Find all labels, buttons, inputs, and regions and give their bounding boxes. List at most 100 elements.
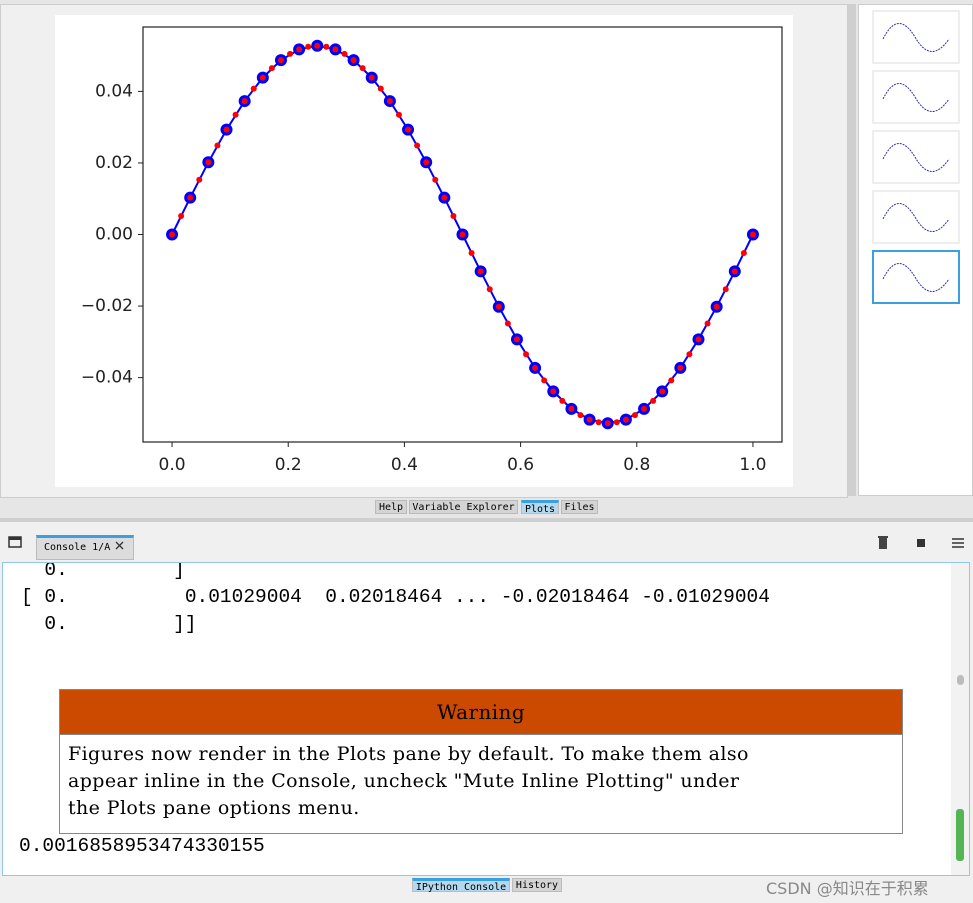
- point: [223, 126, 230, 133]
- point: [495, 303, 502, 310]
- scrollbar[interactable]: [951, 563, 969, 875]
- output-line: 0. ]: [21, 562, 185, 581]
- point: [232, 111, 239, 118]
- output-lines: 0. ] [ 0. 0.01029004 0.02018464 ... -0.02…: [21, 562, 770, 638]
- point: [622, 416, 629, 423]
- point: [586, 416, 593, 423]
- point: [169, 231, 176, 238]
- close-icon[interactable]: [115, 541, 124, 550]
- point: [350, 57, 357, 64]
- point: [187, 194, 194, 201]
- splitter: [848, 4, 856, 496]
- point: [405, 126, 412, 133]
- point: [314, 42, 321, 49]
- warning-line: Figures now render in the Plots pane by …: [68, 743, 749, 765]
- console-output: 0. ] [ 0. 0.01029004 0.02018464 ... -0.02…: [2, 562, 970, 876]
- point: [604, 420, 611, 427]
- point: [641, 405, 648, 412]
- tab[interactable]: IPython Console: [412, 878, 510, 893]
- point: [695, 336, 702, 343]
- thumbnail-selected[interactable]: [872, 250, 960, 304]
- point: [550, 388, 557, 395]
- point: [305, 43, 312, 50]
- tab[interactable]: Help: [375, 500, 407, 514]
- x-tick-label: 1.0: [739, 455, 766, 475]
- x-tick-label: 0.4: [391, 455, 418, 475]
- output-line: 0. ]]: [21, 613, 197, 635]
- stop-icon[interactable]: [917, 539, 925, 547]
- remove-icon[interactable]: [878, 536, 888, 549]
- point: [468, 249, 475, 256]
- warning-box: Warning Figures now render in the Plots …: [59, 689, 903, 834]
- point: [450, 213, 457, 220]
- console-tab-label: Console 1/A: [44, 542, 111, 553]
- point: [504, 320, 511, 327]
- warning-title: Warning: [60, 690, 902, 735]
- point: [368, 74, 375, 81]
- y-tick-label: −0.04: [81, 368, 133, 388]
- point: [323, 43, 330, 50]
- point: [332, 46, 339, 53]
- point: [241, 98, 248, 105]
- x-tick-label: 0.0: [159, 455, 186, 475]
- figure: −0.04 −0.02 0.00 0.02 0.04 0.0 0.2 0.4 0.6 0.8 1.0: [55, 15, 793, 487]
- point: [659, 388, 666, 395]
- console-tab[interactable]: Console 1/A: [36, 535, 134, 560]
- point: [577, 412, 584, 419]
- tab[interactable]: Plots: [521, 500, 559, 515]
- point: [432, 176, 439, 183]
- point: [341, 50, 348, 57]
- thumbnail[interactable]: [872, 70, 960, 124]
- options-icon[interactable]: [952, 538, 964, 548]
- point: [287, 50, 294, 57]
- y-tick-label: 0.04: [95, 81, 133, 101]
- point: [486, 286, 493, 293]
- point: [214, 142, 221, 149]
- point: [441, 194, 448, 201]
- tab[interactable]: History: [512, 878, 562, 892]
- point: [178, 213, 185, 220]
- point: [677, 364, 684, 371]
- point: [395, 111, 402, 118]
- point: [386, 98, 393, 105]
- point: [631, 412, 638, 419]
- point: [704, 320, 711, 327]
- tab[interactable]: Variable Explorer: [409, 500, 518, 514]
- x-tick-label: 0.6: [507, 455, 534, 475]
- thumbnail[interactable]: [872, 10, 960, 64]
- undock-icon[interactable]: [8, 536, 24, 550]
- result: 0.0016858953474330155: [19, 835, 265, 857]
- point: [713, 303, 720, 310]
- point: [377, 85, 384, 92]
- point: [541, 377, 548, 384]
- y-tick-label: 0.02: [95, 153, 133, 173]
- point: [668, 377, 675, 384]
- point: [686, 351, 693, 358]
- y-tick-label: −0.02: [81, 296, 133, 316]
- point: [205, 159, 212, 166]
- point: [523, 351, 530, 358]
- figure-background: [55, 15, 793, 487]
- watermark: CSDN @知识在于积累: [766, 879, 929, 898]
- thumbnail[interactable]: [872, 130, 960, 184]
- point: [268, 65, 275, 72]
- point: [259, 74, 266, 81]
- point: [277, 57, 284, 64]
- tab[interactable]: Files: [561, 500, 598, 514]
- point: [749, 231, 756, 238]
- point: [740, 249, 747, 256]
- warning-line: the Plots pane options menu.: [68, 797, 360, 819]
- point: [459, 231, 466, 238]
- console-toolbar: [878, 536, 964, 549]
- point: [359, 65, 366, 72]
- x-tick-label: 0.8: [623, 455, 650, 475]
- thumbnail[interactable]: [872, 190, 960, 244]
- point: [477, 268, 484, 275]
- thumbnails-panel: [858, 4, 973, 496]
- point: [731, 268, 738, 275]
- point: [532, 364, 539, 371]
- thumbnails: [872, 10, 960, 304]
- point: [650, 397, 657, 404]
- splitter: [0, 518, 973, 522]
